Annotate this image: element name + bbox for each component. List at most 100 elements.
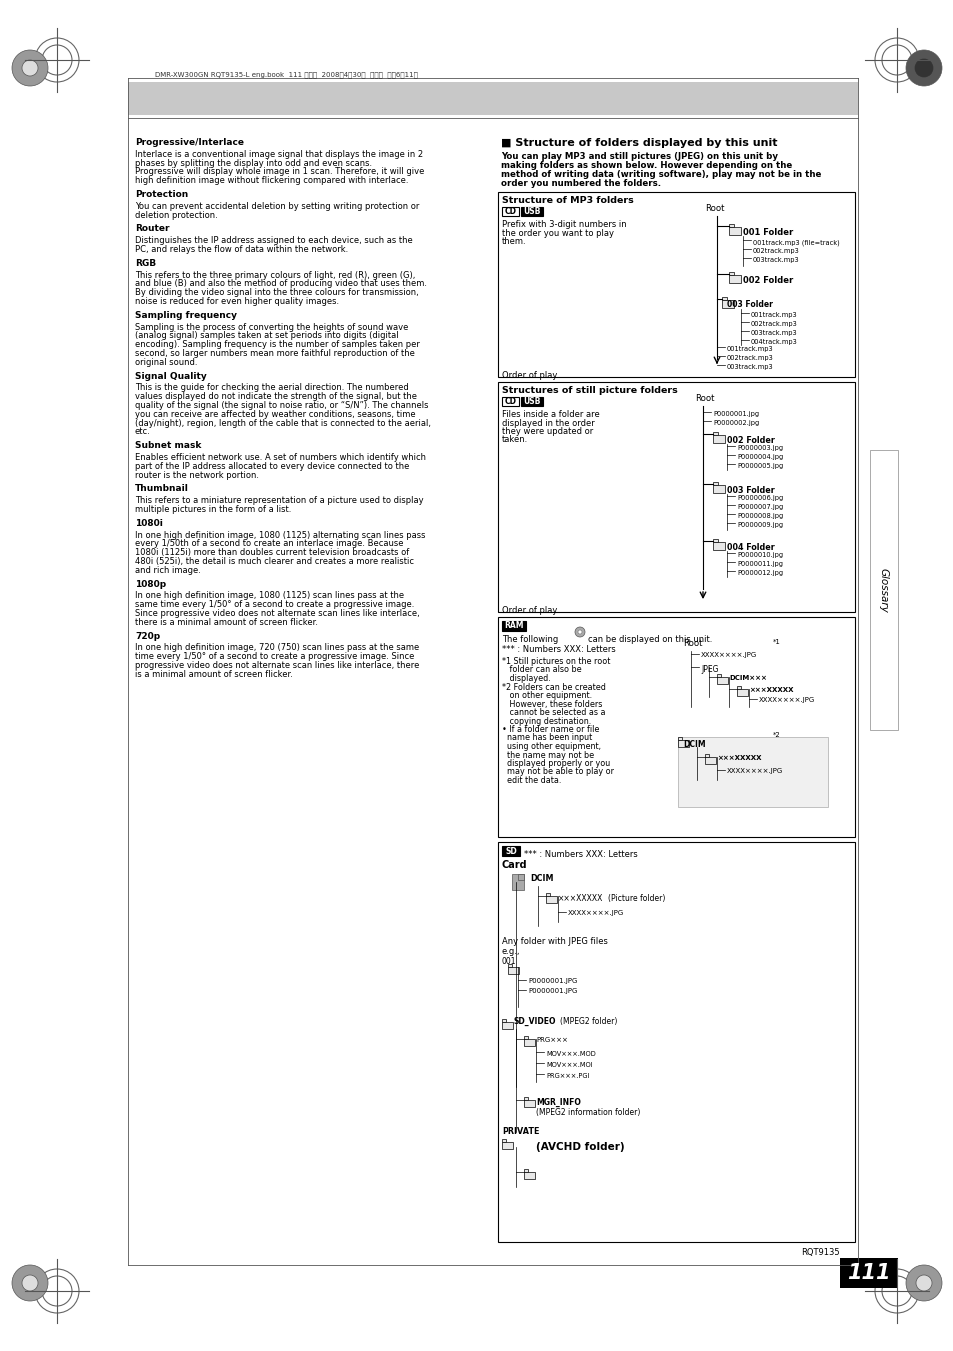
Text: Root: Root (682, 639, 701, 648)
Text: P0000002.jpg: P0000002.jpg (712, 420, 759, 426)
Text: Since progressive video does not alternate scan lines like interlace,: Since progressive video does not alterna… (135, 609, 419, 617)
Text: original sound.: original sound. (135, 358, 197, 367)
Text: 002track.mp3: 002track.mp3 (726, 355, 773, 361)
Bar (497, 382, 854, 612)
Circle shape (22, 59, 38, 76)
Text: P0000006.jpg: P0000006.jpg (737, 494, 782, 501)
Bar (523, 1173, 535, 1179)
Text: Any folder with JPEG files: Any folder with JPEG files (501, 938, 607, 946)
Bar (501, 397, 518, 407)
Text: Root: Root (704, 204, 723, 213)
Text: Glossary: Glossary (878, 567, 888, 612)
Text: 001: 001 (501, 957, 516, 966)
Text: *2: *2 (772, 732, 780, 738)
Text: copying destination.: copying destination. (501, 716, 591, 725)
Text: 480i (525i), the detail is much clearer and creates a more realistic: 480i (525i), the detail is much clearer … (135, 557, 414, 566)
Text: Interlace is a conventional image signal that displays the image in 2: Interlace is a conventional image signal… (135, 150, 423, 159)
Text: cannot be selected as a: cannot be selected as a (501, 708, 605, 717)
Text: 1080i (1125i) more than doubles current television broadcasts of: 1080i (1125i) more than doubles current … (135, 549, 409, 557)
Text: Thumbnail: Thumbnail (135, 485, 189, 493)
Text: Enables efficient network use. A set of numbers which identify which: Enables efficient network use. A set of … (135, 453, 426, 462)
Bar (712, 485, 724, 493)
Text: Structures of still picture folders: Structures of still picture folders (501, 386, 677, 394)
Text: USB: USB (523, 397, 540, 407)
Bar (678, 738, 827, 807)
Circle shape (914, 59, 932, 77)
Bar (128, 82, 857, 115)
Text: P0000012.jpg: P0000012.jpg (737, 570, 782, 576)
Text: PC, and relays the flow of data within the network.: PC, and relays the flow of data within t… (135, 245, 348, 254)
Text: P0000010.jpg: P0000010.jpg (737, 553, 782, 558)
Text: is a minimal amount of screen flicker.: is a minimal amount of screen flicker. (135, 670, 293, 678)
Text: Sampling is the process of converting the heights of sound wave: Sampling is the process of converting th… (135, 323, 408, 331)
Text: may not be able to play or: may not be able to play or (501, 767, 614, 777)
Text: *1: *1 (772, 639, 781, 644)
Bar (520, 207, 542, 216)
Text: 001 Folder: 001 Folder (742, 228, 792, 236)
Text: values displayed do not indicate the strength of the signal, but the: values displayed do not indicate the str… (135, 392, 416, 401)
Text: them.: them. (501, 236, 526, 246)
Text: Protection: Protection (135, 190, 188, 199)
Bar (678, 738, 681, 740)
Text: 001track.mp3: 001track.mp3 (750, 312, 797, 317)
Bar (523, 1169, 528, 1173)
Bar (501, 207, 518, 216)
Text: quality of the signal (the signal to noise ratio, or “S/N”). The channels: quality of the signal (the signal to noi… (135, 401, 428, 409)
Text: In one high definition image, 1080 (1125) alternating scan lines pass: In one high definition image, 1080 (1125… (135, 531, 425, 539)
Text: P0000008.jpg: P0000008.jpg (737, 513, 782, 519)
Bar (840, 1258, 897, 1288)
Text: progressive video does not alternate scan lines like interlace, there: progressive video does not alternate sca… (135, 661, 419, 670)
Text: 1080p: 1080p (135, 580, 166, 589)
Text: JPEG: JPEG (700, 665, 718, 674)
Text: XXXX××××.JPG: XXXX××××.JPG (567, 911, 623, 916)
Text: displayed.: displayed. (501, 674, 550, 684)
Text: displayed properly or you: displayed properly or you (501, 759, 610, 767)
Text: MGR_INFO: MGR_INFO (536, 1098, 580, 1106)
Text: 003track.mp3: 003track.mp3 (752, 257, 799, 263)
Bar (728, 276, 740, 282)
Text: This refers to a miniature representation of a picture used to display: This refers to a miniature representatio… (135, 496, 423, 505)
Text: P0000001.JPG: P0000001.JPG (527, 978, 577, 984)
Text: and blue (B) and also the method of producing video that uses them.: and blue (B) and also the method of prod… (135, 280, 427, 288)
Text: and rich image.: and rich image. (135, 566, 201, 574)
Text: 001track.mp3: 001track.mp3 (726, 346, 773, 353)
Text: taken.: taken. (501, 435, 528, 444)
Text: In one high definition image, 720 (750) scan lines pass at the same: In one high definition image, 720 (750) … (135, 643, 418, 653)
Text: RGB: RGB (135, 259, 156, 267)
Bar (501, 1139, 506, 1142)
Text: Prefix with 3-digit numbers in: Prefix with 3-digit numbers in (501, 220, 626, 230)
Circle shape (578, 630, 581, 634)
Bar (728, 227, 740, 235)
Text: 002 Folder: 002 Folder (742, 276, 792, 285)
Bar (501, 1019, 506, 1021)
Bar (523, 1039, 535, 1046)
Bar (737, 689, 747, 696)
Text: Root: Root (695, 394, 714, 403)
Text: the order you want to play: the order you want to play (501, 228, 614, 238)
Text: P0000011.jpg: P0000011.jpg (737, 561, 782, 567)
Text: PRIVATE: PRIVATE (501, 1127, 538, 1136)
Bar (721, 297, 726, 300)
Text: 003track.mp3: 003track.mp3 (726, 363, 773, 370)
Text: Sampling frequency: Sampling frequency (135, 311, 236, 320)
Text: DMR-XW300GN RQT9135-L eng.book  111 ページ  2008年4月30日  水曜日  午後6時11分: DMR-XW300GN RQT9135-L eng.book 111 ページ 2… (154, 72, 417, 78)
Text: USB: USB (523, 207, 540, 216)
Bar (712, 435, 724, 443)
Text: Files inside a folder are: Files inside a folder are (501, 409, 599, 419)
Bar (704, 757, 716, 765)
Text: ■ Structure of folders displayed by this unit: ■ Structure of folders displayed by this… (500, 138, 777, 149)
Text: they were updated or: they were updated or (501, 427, 593, 436)
Text: (Picture folder): (Picture folder) (607, 894, 664, 902)
Bar (501, 621, 525, 631)
Bar (545, 893, 550, 896)
Text: However, these folders: However, these folders (501, 700, 601, 708)
Text: Card: Card (501, 861, 527, 870)
Text: SD_VIDEO: SD_VIDEO (514, 1017, 556, 1027)
Text: *** : Numbers XXX: Letters: *** : Numbers XXX: Letters (523, 850, 638, 859)
Bar (520, 397, 542, 407)
Text: P0000003.jpg: P0000003.jpg (737, 444, 782, 451)
Text: (MPEG2 information folder): (MPEG2 information folder) (536, 1108, 639, 1117)
Bar (497, 192, 854, 377)
Text: can be displayed on this unit.: can be displayed on this unit. (587, 635, 712, 644)
Text: same time every 1/50° of a second to create a progressive image.: same time every 1/50° of a second to cre… (135, 600, 414, 609)
